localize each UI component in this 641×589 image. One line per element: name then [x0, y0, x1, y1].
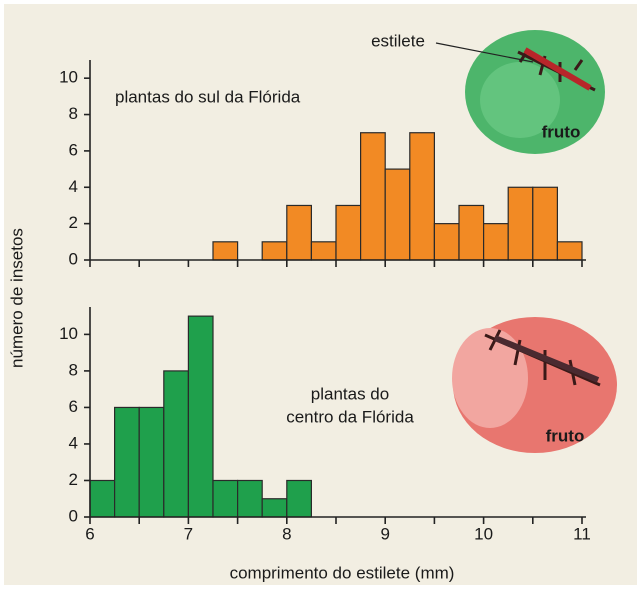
bar [459, 205, 484, 260]
y-tick-label: 6 [69, 140, 78, 159]
bar [287, 205, 312, 260]
fruit-illustration [465, 30, 605, 154]
image-label: estilete [371, 31, 425, 50]
bar [262, 242, 287, 260]
x-tick-label: 6 [85, 524, 94, 543]
image-label: fruto [542, 122, 581, 141]
bar [311, 242, 336, 260]
y-tick-label: 8 [69, 360, 78, 379]
y-tick-label: 8 [69, 104, 78, 123]
x-tick-label: 11 [573, 524, 591, 543]
annotation: centro da Flórida [286, 407, 414, 426]
bar [410, 133, 435, 260]
bar [484, 224, 509, 260]
y-tick-label: 10 [59, 324, 78, 343]
bar [213, 242, 238, 260]
chart: número de insetos comprimento do estilet… [0, 0, 641, 589]
x-tick-label: 8 [282, 524, 291, 543]
bar [164, 371, 189, 517]
y-axis-label: número de insetos [7, 228, 26, 368]
bar [139, 407, 164, 517]
bar [213, 480, 238, 517]
bar [385, 169, 410, 260]
bar [557, 242, 582, 260]
bar [361, 133, 386, 260]
y-tick-label: 0 [69, 249, 78, 268]
y-tick-label: 6 [69, 397, 78, 416]
bar [508, 187, 533, 260]
bar [115, 407, 140, 517]
y-tick-label: 2 [69, 213, 78, 232]
y-tick-label: 10 [59, 68, 78, 87]
bar [287, 480, 312, 517]
bar [188, 316, 213, 517]
y-tick-label: 4 [69, 177, 78, 196]
y-tick-label: 0 [69, 506, 78, 525]
y-tick-label: 2 [69, 470, 78, 489]
bar [533, 187, 558, 260]
image-label: fruto [546, 426, 585, 445]
annotation: plantas do [311, 384, 389, 403]
x-tick-label: 7 [184, 524, 193, 543]
y-tick-label: 4 [69, 433, 78, 452]
annotation: plantas do sul da Flórida [115, 87, 301, 106]
x-tick-label: 10 [474, 524, 493, 543]
bar [434, 224, 459, 260]
bar [336, 205, 361, 260]
bar [238, 480, 263, 517]
fruit-illustration [452, 317, 617, 453]
bar [90, 480, 115, 517]
bar [262, 499, 287, 517]
x-tick-label: 9 [380, 524, 389, 543]
x-axis-label: comprimento do estilete (mm) [230, 563, 455, 582]
